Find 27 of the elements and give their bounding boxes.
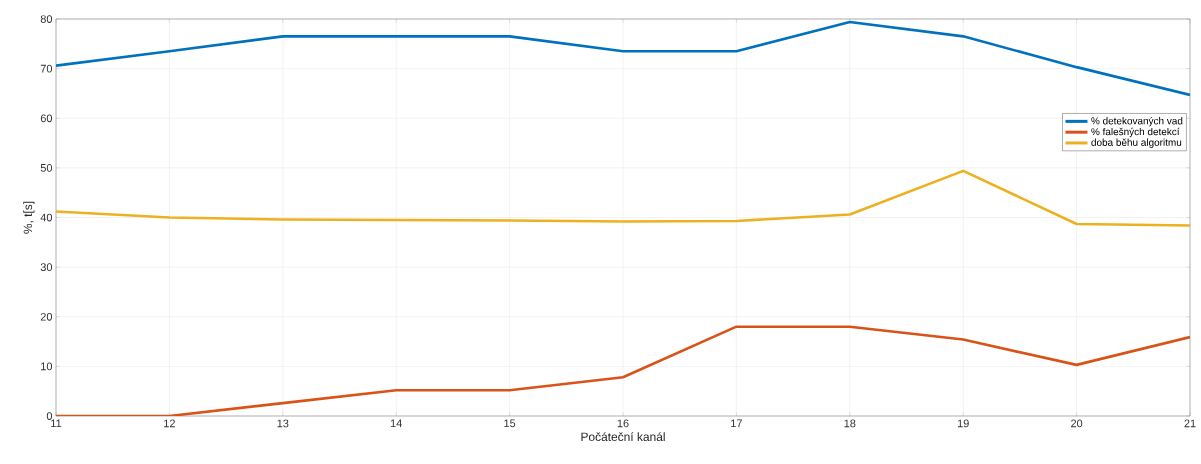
- legend-label: % falešných detekcí: [1091, 127, 1180, 138]
- x-tick-label: 12: [164, 419, 175, 428]
- line-series: [56, 325, 1191, 416]
- legend-label: % detekovaných vad: [1091, 116, 1183, 127]
- x-tick-label: 15: [504, 419, 516, 428]
- y-tick-label: 50: [40, 164, 53, 172]
- x-axis-title: Počáteční kanál: [581, 432, 665, 442]
- x-tick-label: 17: [731, 419, 742, 428]
- y-tick-label: 10: [41, 362, 53, 371]
- y-tick-label: 80: [40, 15, 53, 23]
- x-tick-label: 20: [1071, 419, 1083, 428]
- x-tick-label: 14: [390, 419, 402, 428]
- y-tick-label: 60: [40, 114, 53, 123]
- x-tick-label: 11: [51, 419, 62, 428]
- x-tick-label: 19: [957, 419, 969, 428]
- y-tick-label: 70: [40, 64, 53, 73]
- x-tick-label: 21: [1184, 419, 1196, 428]
- y-tick-label: 0: [46, 412, 53, 420]
- y-tick-label: 30: [40, 263, 53, 272]
- line-series: [56, 169, 1191, 227]
- y-axis-title: %, t[s]: [23, 201, 35, 234]
- legend-label: doba běhu algoritmu: [1091, 138, 1182, 148]
- x-tick-label: 16: [617, 419, 629, 428]
- y-tick-label: 20: [40, 312, 53, 321]
- x-tick-label: 18: [844, 419, 856, 428]
- x-tick-label: 13: [277, 419, 289, 428]
- y-tick-label: 40: [40, 213, 53, 222]
